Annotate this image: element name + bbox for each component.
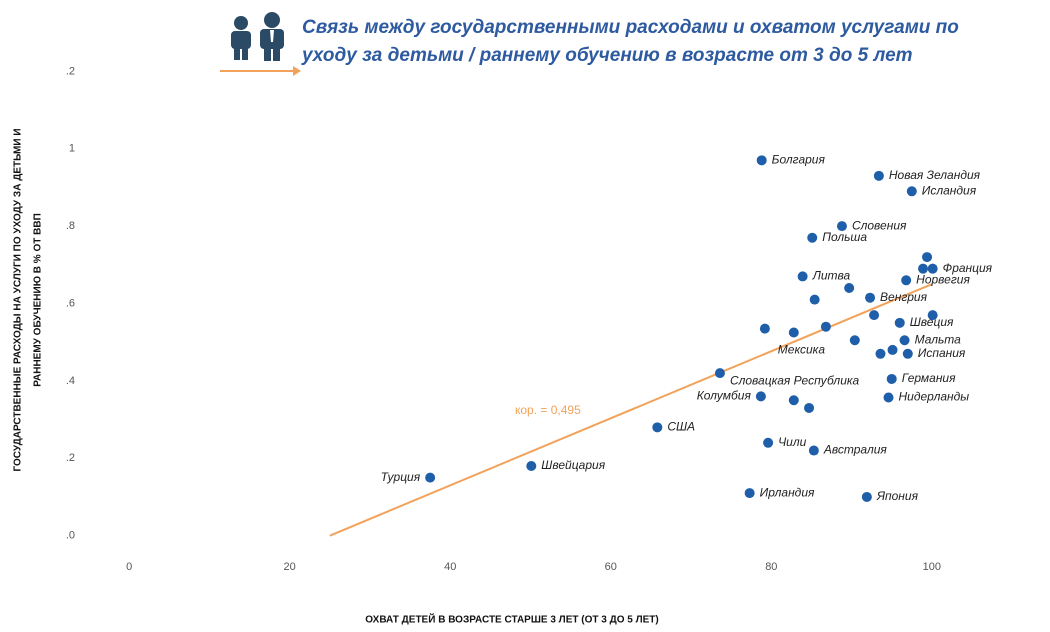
data-point	[788, 395, 799, 406]
point-label: Словения	[852, 218, 907, 232]
y-tick-label: .2	[66, 452, 75, 464]
data-point	[873, 170, 884, 181]
x-tick-label: 0	[126, 561, 132, 573]
data-point	[918, 263, 929, 274]
data-point	[820, 321, 831, 332]
trend-line	[329, 283, 933, 537]
data-point	[899, 335, 910, 346]
data-point	[865, 292, 876, 303]
x-tick-label: 20	[284, 561, 296, 573]
x-tick-label: 60	[605, 561, 617, 573]
data-point	[756, 155, 767, 166]
point-label: Германия	[902, 371, 956, 385]
y-tick-label: .0	[66, 530, 75, 542]
y-tick-label: .4	[66, 375, 75, 387]
data-point	[809, 294, 820, 305]
point-label: Мальта	[915, 332, 962, 346]
data-point	[755, 391, 766, 402]
point-label: Мексика	[778, 343, 826, 357]
x-tick-label: 100	[923, 561, 941, 573]
point-label: Ирландия	[760, 485, 815, 499]
point-label: Колумбия	[697, 389, 752, 403]
x-axis-label: ОХВАТ ДЕТЕЙ В ВОЗРАСТЕ СТАРШЕ 3 ЛЕТ (ОТ …	[365, 613, 658, 626]
point-label: Норвегия	[916, 272, 970, 286]
data-point	[804, 402, 815, 413]
point-label: Франция	[943, 261, 993, 275]
data-point	[652, 422, 663, 433]
data-point	[788, 327, 799, 338]
point-label: США	[667, 419, 695, 433]
x-tick-label: 80	[765, 561, 777, 573]
data-point	[883, 392, 894, 403]
data-point	[744, 488, 755, 499]
title-arrow	[220, 66, 301, 76]
point-label: Испания	[918, 346, 966, 360]
data-point	[894, 317, 905, 328]
point-label: Новая Зеландия	[889, 168, 981, 182]
x-tick-label: 40	[444, 561, 456, 573]
data-point	[808, 445, 819, 456]
point-label: Нидерланды	[899, 390, 970, 404]
data-point	[869, 310, 880, 321]
point-label: Япония	[876, 489, 919, 503]
y-axis-label: ГОСУДАРСТВЕННЫЕ РАСХОДЫ НА УСЛУГИ ПО УХО…	[13, 128, 24, 471]
point-label: Литва	[812, 269, 851, 283]
data-point	[861, 491, 872, 502]
point-label: Швейцария	[541, 458, 605, 472]
data-point	[807, 232, 818, 243]
data-point	[887, 344, 898, 355]
y-tick-label: .6	[66, 297, 75, 309]
point-label: Словацкая Республика	[730, 373, 860, 387]
point-label: Болгария	[772, 153, 826, 167]
people-icon	[231, 12, 284, 61]
data-point	[849, 335, 860, 346]
data-point	[886, 373, 897, 384]
data-point	[763, 437, 774, 448]
y-tick-label: .8	[66, 220, 75, 232]
point-label: Турция	[381, 470, 421, 484]
chart-title: уходу за детьми / раннему обучению в воз…	[301, 45, 913, 66]
point-label: Швеция	[910, 315, 954, 329]
data-point	[797, 271, 808, 282]
point-label: Австралия	[823, 443, 888, 457]
data-point	[425, 472, 436, 483]
y-tick-label: 1	[69, 143, 75, 155]
point-label: Польша	[822, 230, 867, 244]
point-label: Венгрия	[880, 290, 928, 304]
data-point	[875, 348, 886, 359]
chart-title: Связь между государственными расходами и…	[302, 17, 959, 38]
data-point	[927, 310, 938, 321]
data-point	[901, 275, 912, 286]
data-point	[844, 283, 855, 294]
data-point	[906, 186, 917, 197]
data-point	[902, 348, 913, 359]
point-label: Чили	[778, 435, 807, 449]
data-point	[714, 368, 725, 379]
data-point	[922, 252, 933, 263]
y-tick-label: .2	[66, 65, 75, 77]
annotation: кор. = 0,495	[515, 403, 581, 417]
data-point	[759, 323, 770, 334]
point-label: Исландия	[922, 183, 977, 197]
data-point	[927, 263, 938, 274]
data-point	[526, 461, 537, 472]
y-axis-label: РАННЕМУ ОБУЧЕНИЮ В % ОТ ВВП	[33, 213, 44, 387]
data-point	[836, 221, 847, 232]
